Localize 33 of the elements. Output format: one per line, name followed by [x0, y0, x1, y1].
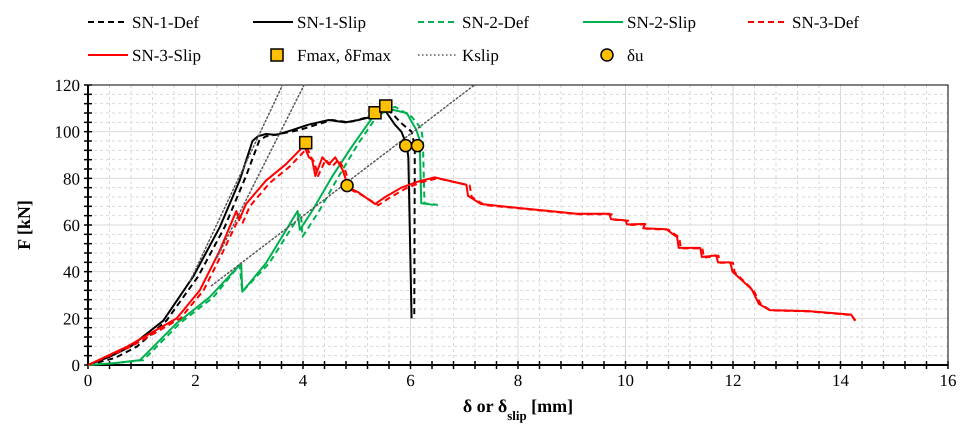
legend-label: SN-1-Def: [132, 12, 200, 32]
legend-label: SN-2-Def: [462, 12, 530, 32]
x-tick-label: 4: [298, 371, 308, 390]
point: [410, 138, 424, 152]
x-tick-label: 0: [84, 371, 92, 390]
y-tick-label: 20: [63, 309, 80, 328]
point: [379, 99, 393, 113]
legend-label: SN-3-Slip: [132, 46, 201, 65]
y-tick-label: 60: [63, 216, 80, 235]
x-tick-label: 16: [940, 371, 956, 390]
point: [340, 178, 354, 192]
y-tick-label: 100: [54, 122, 80, 142]
point: [368, 106, 382, 120]
legend-label: SN-3-Def: [792, 12, 860, 32]
y-axis-title: F [kN]: [14, 200, 34, 250]
x-tick-label: 12: [724, 371, 742, 390]
y-tick-label: 120: [54, 76, 80, 95]
x-tick-label: 2: [191, 371, 200, 390]
point: [398, 138, 412, 152]
x-tick-label: 14: [832, 371, 850, 390]
legend-label: SN-1-Slip: [297, 12, 366, 32]
x-tick-label: 10: [617, 371, 634, 390]
legend-label: SN-2-Slip: [627, 12, 696, 32]
legend-label: Fmax, δFmax: [297, 46, 392, 65]
x-tick-label: 8: [514, 371, 522, 390]
x-tick-label: 6: [406, 371, 415, 390]
legend-label: Kslip: [462, 46, 499, 65]
legend-label: δu: [627, 46, 644, 65]
point: [298, 136, 312, 150]
y-tick-label: 40: [63, 262, 80, 282]
y-tick-label: 80: [63, 169, 80, 188]
y-tick-label: 0: [72, 356, 80, 375]
x-axis-title: δ or δ$_{slip}$ [mm]: [462, 396, 574, 422]
